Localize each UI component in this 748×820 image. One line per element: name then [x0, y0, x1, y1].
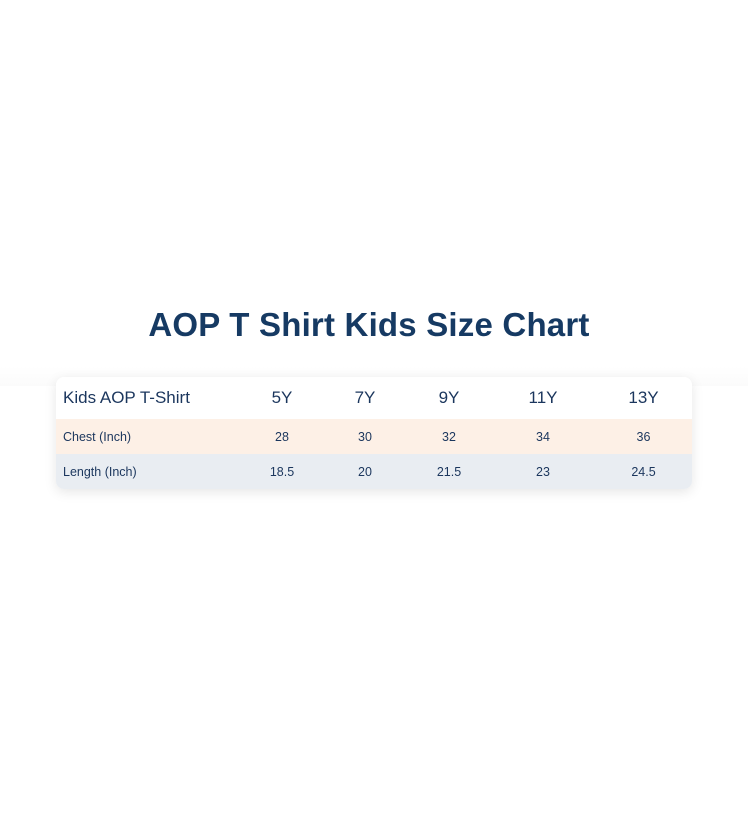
table-cell: 24.5 — [631, 464, 656, 479]
size-chart-table: Kids AOP T-Shirt 5Y 7Y 9Y 11Y 13Y Chest … — [56, 377, 692, 489]
table-cell: 32 — [442, 429, 456, 444]
size-header-5y: 5Y — [271, 388, 293, 407]
table-cell: 20 — [358, 464, 372, 479]
table-cell: 30 — [358, 429, 372, 444]
table-cell: 34 — [536, 429, 550, 444]
table-cell: 36 — [636, 429, 651, 444]
table-row-length: Length (Inch) 18.5 20 21.5 23 24.5 — [56, 454, 692, 489]
size-header-13y: 13Y — [628, 388, 659, 407]
size-header-9y: 9Y — [438, 388, 460, 407]
row-label-length: Length (Inch) — [63, 464, 137, 479]
table-cell: 21.5 — [436, 464, 462, 479]
page-title: AOP T Shirt Kids Size Chart — [148, 306, 590, 343]
table-cell: 28 — [275, 429, 289, 444]
size-header-11y: 11Y — [528, 388, 558, 407]
header-label: Kids AOP T-Shirt — [63, 388, 190, 407]
size-header-7y: 7Y — [354, 388, 376, 407]
table-cell: 23 — [536, 464, 550, 479]
row-label-chest: Chest (Inch) — [63, 429, 132, 444]
table-header-row: Kids AOP T-Shirt 5Y 7Y 9Y 11Y 13Y — [56, 377, 692, 419]
table-row-chest: Chest (Inch) 28 30 32 34 36 — [56, 419, 692, 454]
table-cell: 18.5 — [269, 464, 295, 479]
